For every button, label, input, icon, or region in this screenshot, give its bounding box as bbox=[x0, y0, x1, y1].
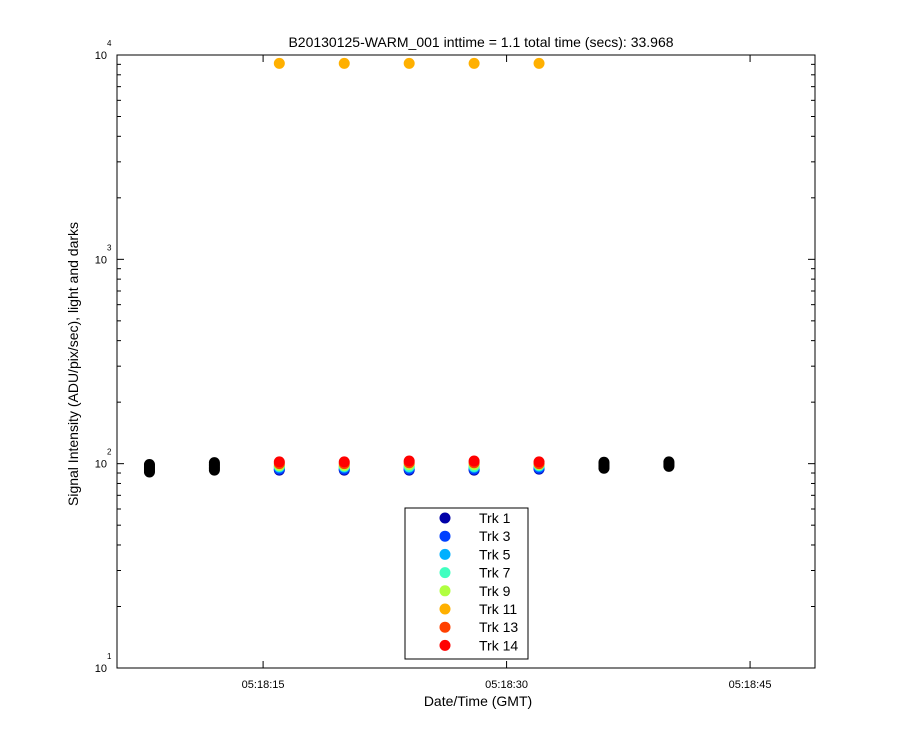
y-tick-label: 10 bbox=[95, 663, 107, 675]
legend-label: Trk 13 bbox=[479, 619, 518, 635]
chart-title: B20130125-WARM_001 inttime = 1.1 total t… bbox=[288, 34, 673, 50]
x-tick-label: 05:18:15 bbox=[242, 679, 285, 691]
legend-marker bbox=[439, 548, 451, 560]
point-trk-11 bbox=[403, 57, 415, 69]
x-tick-label: 05:18:45 bbox=[729, 679, 772, 691]
point-trk-14 bbox=[403, 455, 415, 467]
legend-marker bbox=[439, 639, 451, 651]
x-axis: 05:18:15 05:18:30 05:18:45 bbox=[242, 55, 772, 691]
legend-marker bbox=[439, 603, 451, 615]
legend-label: Trk 7 bbox=[479, 565, 511, 581]
x-tick-label: 05:18:30 bbox=[485, 679, 528, 691]
point-trk-11 bbox=[273, 57, 285, 69]
data-points bbox=[273, 57, 545, 476]
dark-point bbox=[663, 456, 675, 468]
y-axis-label: Signal Intensity (ADU/pix/sec), light an… bbox=[65, 222, 81, 506]
x-axis-label: Date/Time (GMT) bbox=[424, 693, 532, 709]
legend-box bbox=[404, 507, 529, 660]
legend-marker bbox=[439, 512, 451, 524]
point-trk-11 bbox=[468, 57, 480, 69]
dark-frames bbox=[143, 456, 675, 478]
y-tick-exponent: 2 bbox=[107, 448, 112, 457]
point-trk-14 bbox=[273, 456, 285, 468]
legend-marker bbox=[439, 621, 451, 633]
y-tick-base: 10 bbox=[95, 459, 107, 471]
point-trk-14 bbox=[468, 455, 480, 467]
legend-label: Trk 3 bbox=[479, 528, 511, 544]
legend-marker bbox=[439, 585, 451, 597]
point-trk-11 bbox=[338, 57, 350, 69]
y-tick-exponent: 3 bbox=[107, 243, 112, 252]
y-tick-label: 10 bbox=[95, 459, 107, 471]
y-tick-base: 10 bbox=[95, 254, 107, 266]
legend-label: Trk 9 bbox=[479, 583, 511, 599]
point-trk-11 bbox=[533, 57, 545, 69]
point-trk-14 bbox=[338, 456, 350, 468]
y-tick-label: 10 bbox=[95, 254, 107, 266]
y-tick-base: 10 bbox=[95, 50, 107, 62]
point-trk-14 bbox=[533, 456, 545, 468]
y-tick-exponent: 1 bbox=[107, 652, 112, 661]
y-tick-label: 10 bbox=[95, 50, 107, 62]
legend-label: Trk 5 bbox=[479, 546, 511, 562]
legend-marker bbox=[439, 530, 451, 542]
legend-label: Trk 14 bbox=[479, 637, 518, 653]
dark-point bbox=[598, 456, 610, 468]
dark-point bbox=[208, 457, 220, 469]
legend: Trk 1 Trk 3 Trk 5 Trk 7 Trk 9 Trk 11 Trk 13 Trk… bbox=[404, 507, 529, 660]
y-tick-exponent: 4 bbox=[107, 39, 112, 48]
dark-point bbox=[143, 459, 155, 471]
legend-label: Trk 1 bbox=[479, 510, 511, 526]
legend-marker bbox=[439, 567, 451, 579]
legend-label: Trk 11 bbox=[479, 601, 517, 617]
y-tick-base: 10 bbox=[95, 663, 107, 675]
